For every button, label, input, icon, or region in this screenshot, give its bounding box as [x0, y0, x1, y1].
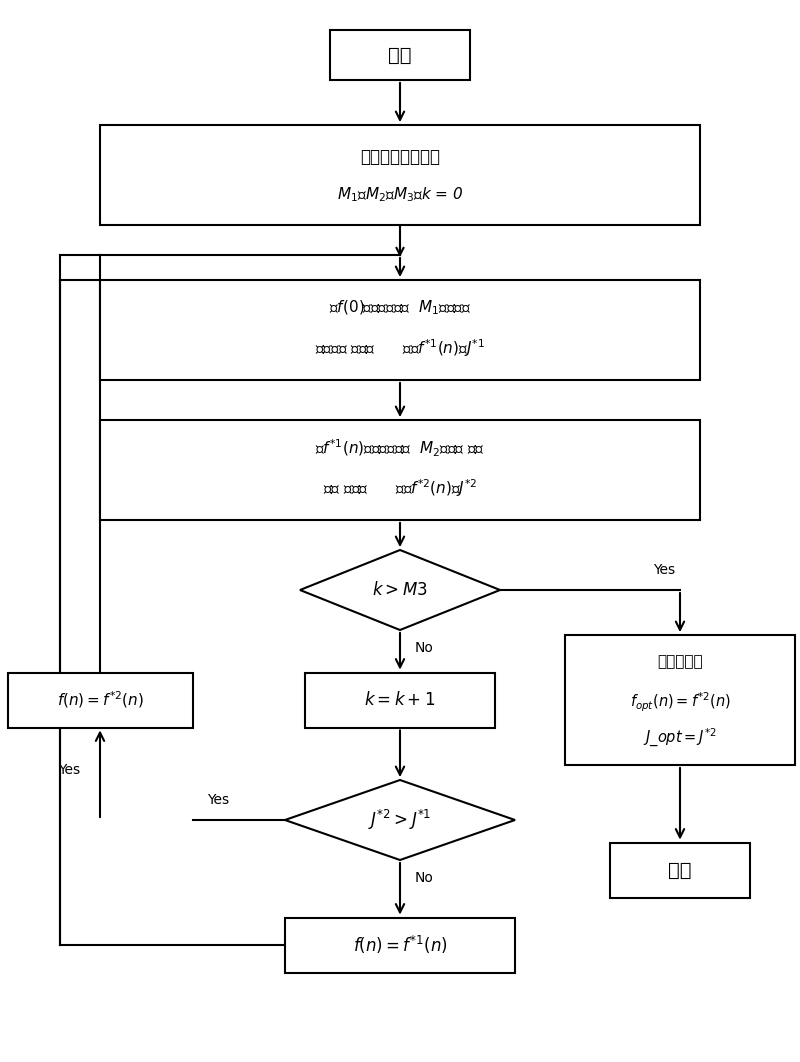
Text: 迭代 得出最      优代$f^{*2}(n)$和$J^{*2}$: 迭代 得出最 优代$f^{*2}(n)$和$J^{*2}$	[322, 477, 478, 499]
Text: $J\_opt = J^{*2}$: $J\_opt = J^{*2}$	[643, 727, 717, 749]
Text: Yes: Yes	[58, 763, 80, 777]
Text: 开始: 开始	[388, 46, 412, 65]
Text: $f(n) = f^{*2}(n)$: $f(n) = f^{*2}(n)$	[57, 689, 143, 710]
Text: 得出最优值: 得出最优值	[657, 654, 703, 669]
Text: $M_1$、$M_2$、$M_3$，$k$ = 0: $M_1$、$M_2$、$M_3$，$k$ = 0	[337, 186, 463, 204]
Text: $f_{opt}(n) = f^{*2}(n)$: $f_{opt}(n) = f^{*2}(n)$	[630, 690, 730, 714]
Polygon shape	[300, 550, 500, 630]
Text: 以$f$(0)为初始点进行  $M_1$次最速下: 以$f$(0)为初始点进行 $M_1$次最速下	[329, 298, 471, 318]
Text: No: No	[415, 641, 434, 655]
FancyBboxPatch shape	[285, 918, 515, 973]
FancyBboxPatch shape	[565, 635, 795, 765]
Text: 以$f^{*1}(n)$为初始点进行  $M_2$次混沌 优混: 以$f^{*1}(n)$为初始点进行 $M_2$次混沌 优混	[315, 438, 485, 459]
Text: 结束: 结束	[668, 860, 692, 879]
Polygon shape	[285, 780, 515, 860]
FancyBboxPatch shape	[610, 842, 750, 897]
FancyBboxPatch shape	[100, 280, 700, 380]
Text: $k > M3$: $k > M3$	[372, 581, 428, 599]
Text: Yes: Yes	[653, 563, 675, 577]
Text: $J^{*2} > J^{*1}$: $J^{*2} > J^{*1}$	[368, 808, 432, 832]
Text: $k = k+1$: $k = k+1$	[365, 691, 435, 709]
Text: 设置最大迭代次数: 设置最大迭代次数	[360, 148, 440, 166]
FancyBboxPatch shape	[100, 125, 700, 225]
Text: $f(n) = f^{*1}(n)$: $f(n) = f^{*1}(n)$	[353, 933, 447, 956]
Text: 降法迭代 得出最      优法$f^{*1}(n)$和$J^{*1}$: 降法迭代 得出最 优法$f^{*1}(n)$和$J^{*1}$	[315, 337, 485, 359]
FancyBboxPatch shape	[305, 672, 495, 727]
FancyBboxPatch shape	[7, 672, 193, 727]
FancyBboxPatch shape	[100, 419, 700, 520]
Text: Yes: Yes	[207, 793, 230, 807]
FancyBboxPatch shape	[330, 30, 470, 80]
Text: No: No	[415, 871, 434, 885]
